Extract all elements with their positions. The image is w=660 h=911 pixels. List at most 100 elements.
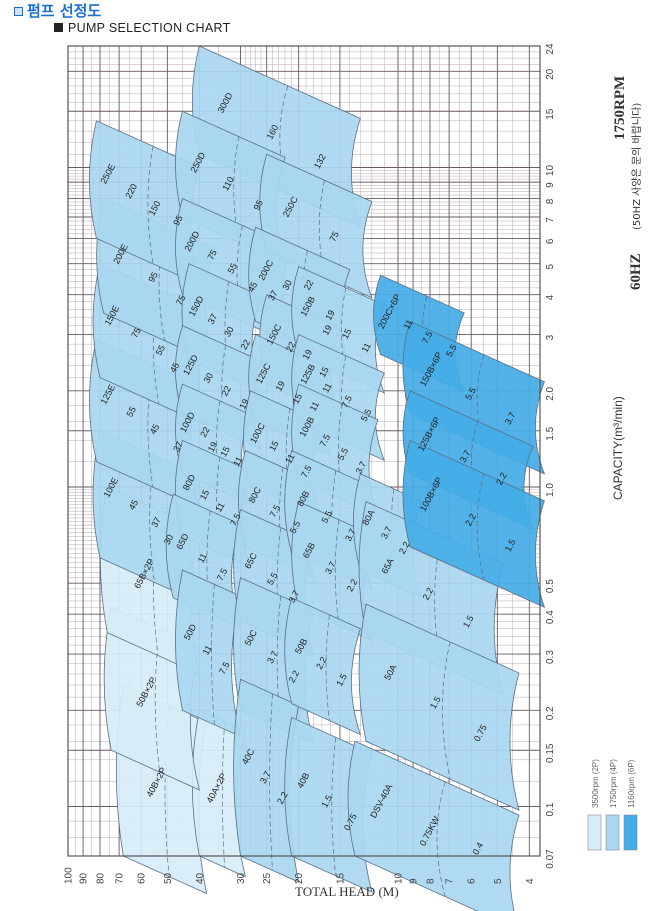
pump-kw-label: 11 <box>196 552 209 565</box>
pump-kw-label: 55 <box>124 405 138 419</box>
y-tick-label: 4 <box>545 294 556 300</box>
pump-kw-label: 45 <box>246 280 260 294</box>
pump-kw-label: 75 <box>129 326 143 340</box>
pump-kw-label: 45 <box>168 361 182 375</box>
pump-kw-label: 19 <box>206 440 220 454</box>
pump-kw-label: 19 <box>323 308 337 322</box>
x-tick-label: 10 <box>394 872 405 884</box>
bullet-icon <box>14 7 23 16</box>
pump-kw-label: 55 <box>154 343 168 357</box>
legend-label: 1160rpm (6P) <box>627 759 636 808</box>
y-tick-label: 0.5 <box>545 579 556 593</box>
pump-kw-label: 30 <box>280 278 294 292</box>
pump-kw-label: 11 <box>213 501 226 514</box>
y-tick-label: 15 <box>545 108 556 120</box>
efficiency-curve <box>149 455 155 583</box>
rpm-label: 1750RPM <box>612 76 628 140</box>
pump-kw-label: 19 <box>237 397 251 411</box>
frequency-note: (50HZ 사양은 문의 바랍니다) <box>630 103 643 230</box>
pump-kw-label: 11 <box>360 341 373 354</box>
y-tick-label: 24 <box>545 43 556 55</box>
x-tick-label: 8 <box>425 878 436 884</box>
x-tick-label: 5 <box>493 878 504 884</box>
pump-kw-label: 15 <box>267 439 281 453</box>
x-tick-label: 60 <box>137 872 148 884</box>
pump-kw-label: 30 <box>202 371 216 385</box>
x-tick-label: 6 <box>467 878 478 884</box>
y-tick-label: 6 <box>545 238 556 244</box>
y-tick-label: 0.15 <box>545 743 556 763</box>
pump-area <box>402 439 546 609</box>
efficiency-curve <box>341 355 347 444</box>
pump-kw-label: 11 <box>283 452 296 465</box>
efficiency-curve <box>221 345 227 433</box>
efficiency-curve <box>224 281 229 378</box>
pump-kw-label: 19 <box>301 348 315 362</box>
pump-kw-label: 22 <box>239 338 253 352</box>
pump-kw-label: 45 <box>148 422 162 436</box>
pump-area <box>284 597 362 736</box>
pump-kw-label: 15 <box>291 392 305 406</box>
x-axis-label: TOTAL HEAD (M) <box>295 884 399 899</box>
pump-kw-label: 15 <box>340 327 354 341</box>
pump-kw-label: 95 <box>171 214 185 228</box>
efficiency-curve <box>279 467 284 564</box>
pump-kw-label: 55 <box>226 262 240 276</box>
x-tick-label: 30 <box>236 872 247 884</box>
pump-kw-label: 45 <box>127 498 141 512</box>
efficiency-curve <box>236 225 243 322</box>
frequency-label: 60HZ <box>628 253 644 290</box>
y-tick-label: 8 <box>545 198 556 204</box>
y-tick-label: 3 <box>545 334 556 340</box>
pump-kw-label: 19 <box>274 379 288 393</box>
page-title-text: 펌프 선정도 <box>27 2 102 20</box>
axis-ticks: 100 90 80 70 60 50 40 30 25 20 15 10 9 8 7 6 5 40.070.10.… <box>64 43 557 884</box>
pump-kw-label: 37 <box>266 289 280 303</box>
x-tick-label: 80 <box>95 872 106 884</box>
pump-kw-label: 37 <box>206 312 220 326</box>
pump-kw-label: 11 <box>321 381 334 394</box>
y-tick-label: 20 <box>545 68 556 80</box>
x-tick-label: 70 <box>115 872 126 884</box>
y-tick-label: 5 <box>545 263 556 269</box>
pump-kw-label: 22 <box>284 340 298 354</box>
efficiency-curve <box>337 403 343 500</box>
pump-area <box>259 153 373 299</box>
x-tick-label: 40 <box>195 872 206 884</box>
y-tick-label: 0.2 <box>545 706 556 720</box>
pump-area <box>347 740 520 911</box>
efficiency-curve <box>147 364 154 488</box>
legend: 3500rpm (2P) 1750rpm (4P) 1160rpm (6P) <box>587 759 638 851</box>
square-bullet-icon <box>54 23 63 32</box>
pump-kw-label: 30 <box>162 533 176 547</box>
pump-kw-label: 15 <box>198 488 212 502</box>
pump-region-dsv-40a <box>347 740 520 911</box>
efficiency-curve <box>216 457 221 554</box>
x-tick-label: 90 <box>79 872 90 884</box>
legend-swatch-p6 <box>623 814 638 851</box>
y-tick-label: 1.5 <box>545 426 556 440</box>
efficiency-curve <box>390 488 395 586</box>
y-tick-label: 0.4 <box>545 610 556 624</box>
x-tick-label: 25 <box>262 872 273 884</box>
page-title: 펌프 선정도 <box>14 0 101 21</box>
legend-swatch-p4 <box>605 814 620 851</box>
y-axis-label: CAPACITY(m³/min) <box>611 396 625 500</box>
pump-kw-label: 19 <box>320 323 334 337</box>
y-tick-label: 0.3 <box>545 650 556 664</box>
legend-label: 1750rpm (4P) <box>609 759 618 808</box>
efficiency-curve <box>147 146 154 264</box>
pump-region-250c <box>259 153 373 299</box>
legend-label: 3500rpm (2P) <box>591 759 600 808</box>
pump-kw-label: 11 <box>201 644 214 657</box>
plot-frame <box>67 45 541 857</box>
y-tick-label: 7 <box>545 217 556 223</box>
efficiency-curve <box>325 614 330 721</box>
chart-title-text: PUMP SELECTION CHART <box>68 21 231 35</box>
pump-kw-label: 95 <box>251 198 265 212</box>
pump-kw-label: 15 <box>218 445 232 459</box>
y-tick-label: 9 <box>545 182 556 188</box>
x-tick-label: 7 <box>445 878 456 884</box>
chart-title: PUMP SELECTION CHART <box>54 21 231 35</box>
